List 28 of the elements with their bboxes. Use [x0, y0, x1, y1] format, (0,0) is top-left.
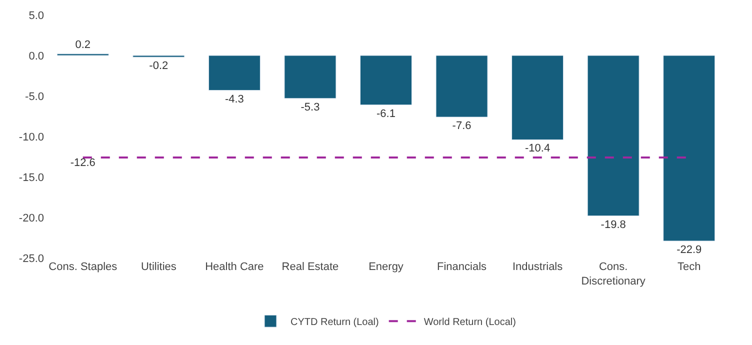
data-label: 0.2: [75, 38, 91, 51]
x-tick-label: Real Estate: [282, 261, 339, 273]
data-label: -0.2: [149, 60, 168, 72]
y-tick-label: 5.0: [28, 10, 44, 22]
x-tick-label: Tech: [677, 261, 701, 273]
data-label: -7.6: [452, 120, 472, 132]
data-label: -6.1: [376, 108, 396, 120]
x-tick-label: Energy: [368, 261, 404, 273]
x-tick-label: Industrials: [512, 261, 564, 273]
data-label: -12.6: [70, 156, 96, 169]
y-tick-label: -5.0: [25, 90, 44, 103]
data-label: -10.4: [525, 142, 550, 155]
x-tick-label: Financials: [437, 261, 488, 273]
x-tick-label: Utilities: [140, 261, 177, 273]
x-tick-label: Cons. Staples: [48, 261, 118, 273]
y-tick-label: 0.0: [28, 50, 44, 62]
data-label: -4.3: [224, 93, 244, 106]
y-tick-label: -20.0: [18, 212, 44, 224]
data-label: -22.9: [676, 244, 702, 256]
data-label: -19.8: [600, 218, 626, 231]
y-tick-label: -10.0: [18, 131, 44, 144]
y-tick-label: -15.0: [18, 172, 44, 184]
y-tick-label: -25.0: [18, 252, 44, 265]
legend-label: World Return (Local): [424, 317, 516, 328]
x-tick-label: Health Care: [205, 261, 264, 273]
data-label: -5.3: [300, 101, 320, 114]
x-tick-label: Cons. Discretionary: [581, 261, 646, 288]
legend-label: CYTD Return (Loal): [290, 317, 379, 328]
